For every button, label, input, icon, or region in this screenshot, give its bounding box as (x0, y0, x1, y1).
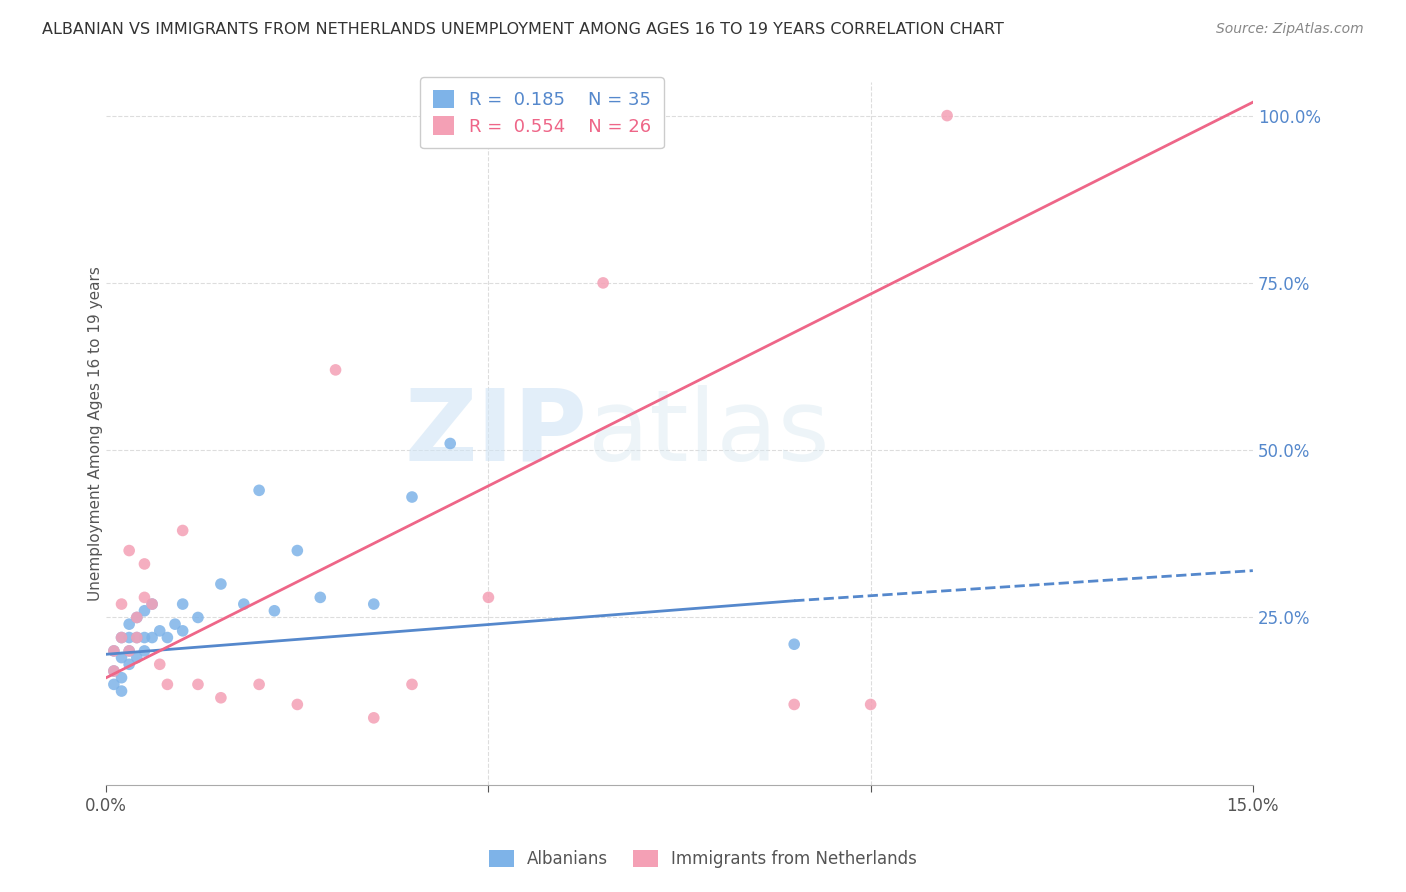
Point (401, 677, 423, 691)
Legend: R =  0.185    N = 35, R =  0.554    N = 26: R = 0.185 N = 35, R = 0.554 N = 26 (420, 77, 664, 148)
Point (247, 677, 270, 691)
Point (783, 637, 806, 651)
Point (134, 591, 156, 605)
Point (118, 617, 141, 632)
Text: ALBANIAN VS IMMIGRANTS FROM NETHERLANDS UNEMPLOYMENT AMONG AGES 16 TO 19 YEARS C: ALBANIAN VS IMMIGRANTS FROM NETHERLANDS … (42, 22, 1004, 37)
Point (141, 631, 163, 645)
Point (936, 109, 959, 123)
Point (110, 684, 132, 698)
Point (172, 524, 194, 538)
Point (187, 610, 209, 624)
Point (477, 591, 499, 605)
Point (103, 664, 125, 678)
Point (172, 624, 194, 638)
Point (110, 631, 132, 645)
Point (187, 677, 209, 691)
Point (118, 631, 141, 645)
Point (592, 276, 614, 290)
Text: ZIP: ZIP (405, 385, 588, 482)
Point (309, 591, 332, 605)
Point (125, 650, 148, 665)
Point (363, 597, 385, 611)
Point (209, 690, 232, 705)
Text: atlas: atlas (588, 385, 830, 482)
Point (141, 597, 163, 611)
Point (285, 698, 308, 712)
Point (118, 644, 141, 658)
Text: Source: ZipAtlas.com: Source: ZipAtlas.com (1216, 22, 1364, 37)
Point (172, 597, 194, 611)
Point (141, 597, 163, 611)
Point (859, 698, 882, 712)
Point (118, 543, 141, 558)
Point (134, 557, 156, 571)
Point (125, 610, 148, 624)
Point (209, 577, 232, 591)
Point (125, 610, 148, 624)
Point (110, 597, 132, 611)
Point (103, 664, 125, 678)
Point (118, 657, 141, 672)
Point (363, 711, 385, 725)
Legend: Albanians, Immigrants from Netherlands: Albanians, Immigrants from Netherlands (482, 843, 924, 875)
Point (134, 644, 156, 658)
Point (163, 617, 186, 632)
Point (401, 490, 423, 504)
Point (125, 631, 148, 645)
Point (149, 657, 172, 672)
Point (134, 631, 156, 645)
Point (439, 436, 461, 450)
Point (263, 604, 285, 618)
Point (103, 644, 125, 658)
Point (103, 677, 125, 691)
Point (118, 644, 141, 658)
Point (156, 631, 179, 645)
Point (110, 631, 132, 645)
Point (232, 597, 254, 611)
Point (110, 671, 132, 685)
Point (149, 624, 172, 638)
Point (325, 363, 347, 377)
Point (285, 543, 308, 558)
Point (156, 677, 179, 691)
Point (247, 483, 270, 498)
Y-axis label: Unemployment Among Ages 16 to 19 years: Unemployment Among Ages 16 to 19 years (87, 266, 103, 601)
Point (103, 644, 125, 658)
Point (134, 604, 156, 618)
Point (110, 650, 132, 665)
Point (783, 698, 806, 712)
Point (125, 631, 148, 645)
